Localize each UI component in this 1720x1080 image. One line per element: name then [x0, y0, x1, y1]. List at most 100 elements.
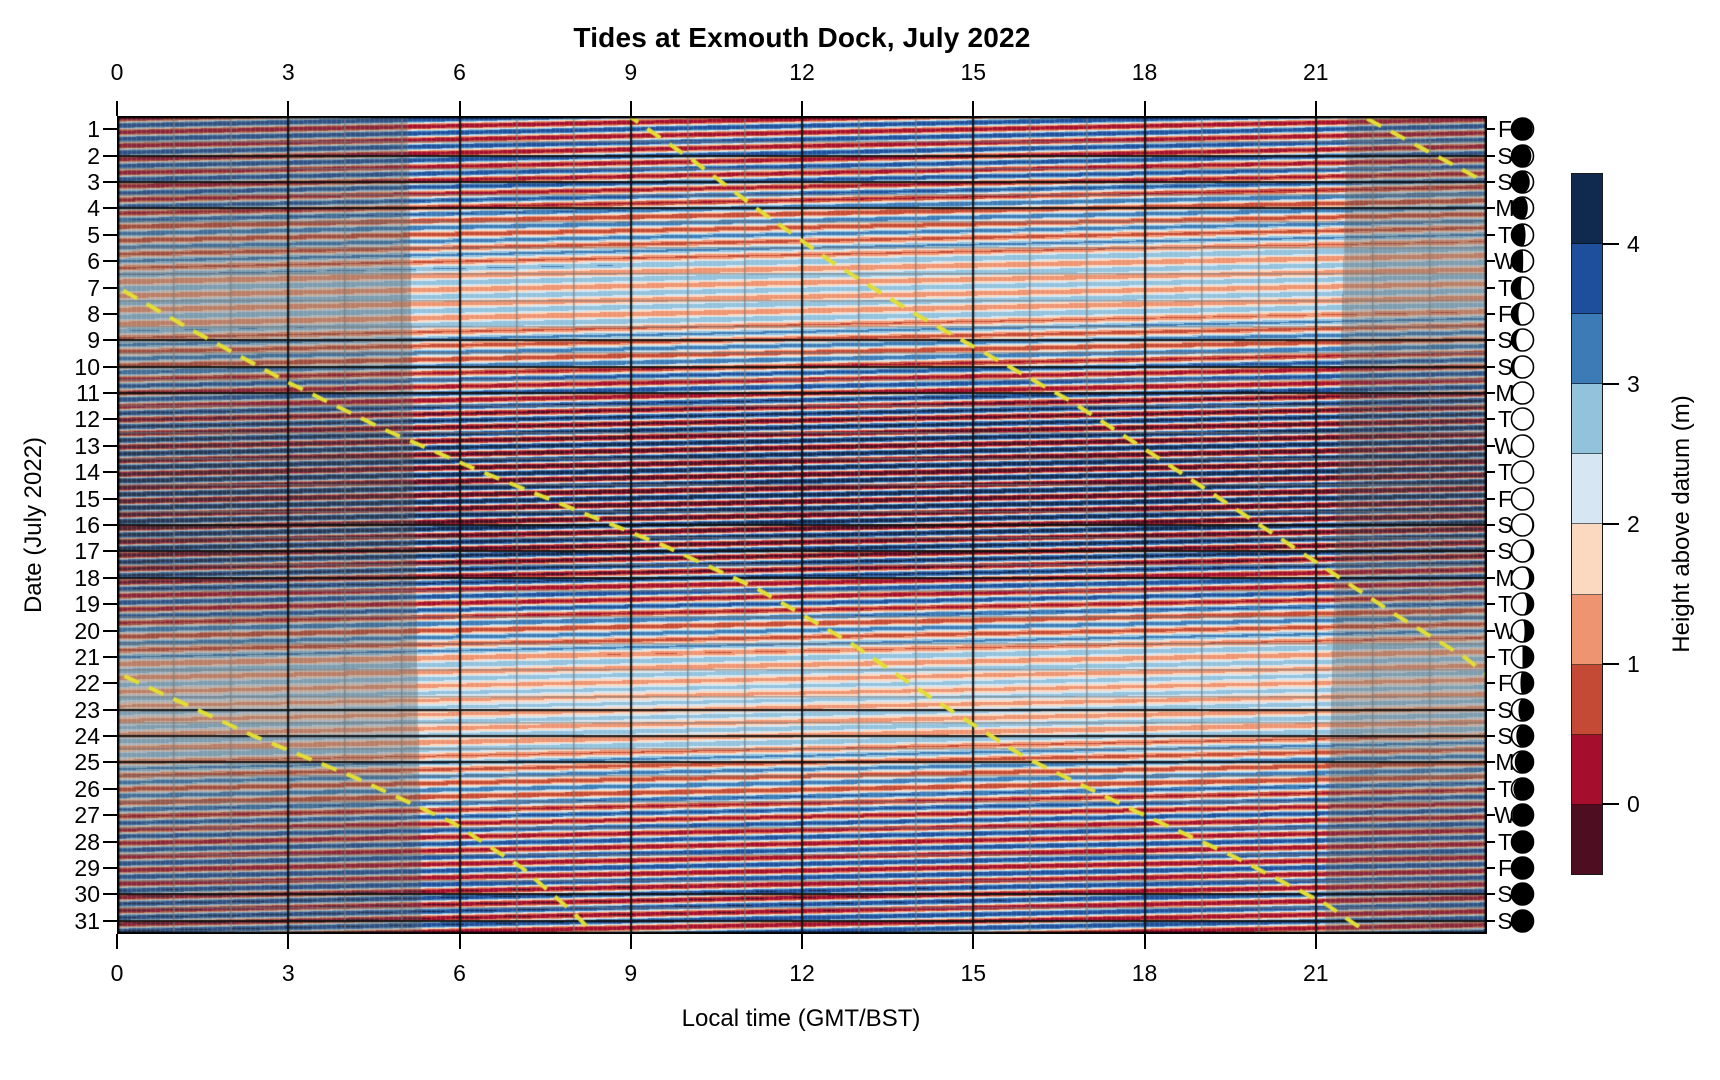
y-tick-mark-right: [1487, 629, 1495, 632]
weekday-letter: S: [1497, 881, 1513, 908]
y-tick-mark-left: [103, 919, 117, 922]
moon-phase-icon: [1510, 618, 1535, 643]
weekday-letter: S: [1497, 327, 1513, 354]
y-tick-mark-left: [103, 233, 117, 236]
moon-phase-icon: [1510, 249, 1535, 274]
x-tick-mark-bottom: [972, 934, 975, 949]
moon-phase-icon: [1510, 433, 1535, 458]
colorbar-tick-label: 1: [1627, 651, 1640, 677]
tide-heatmap-canvas: [117, 116, 1487, 934]
colorbar-band: [1572, 594, 1602, 665]
colorbar-band: [1572, 174, 1602, 245]
y-tick-label: 14: [74, 459, 100, 486]
y-tick-mark-right: [1487, 550, 1495, 553]
colorbar-tick-label: 0: [1627, 791, 1640, 817]
y-tick-mark-left: [103, 128, 117, 131]
x-tick-label-bottom: 3: [281, 960, 295, 986]
y-tick-label: 8: [87, 300, 100, 327]
x-tick-label-top: 15: [960, 59, 987, 85]
weekday-letter: M: [1495, 380, 1515, 407]
y-tick-label: 24: [74, 723, 100, 750]
y-tick-label: 22: [74, 670, 100, 697]
y-tick-label: 4: [87, 195, 100, 222]
moon-phase-icon: [1510, 143, 1535, 168]
moon-phase-icon: [1510, 750, 1535, 775]
y-tick-label: 31: [74, 907, 100, 934]
y-tick-mark-right: [1487, 682, 1495, 685]
colorbar: [1571, 173, 1603, 875]
y-tick-mark-right: [1487, 603, 1495, 606]
weekday-letter: T: [1497, 643, 1513, 670]
weekday-letter: S: [1497, 142, 1513, 169]
y-tick-label: 28: [74, 828, 100, 855]
weekday-letter: T: [1497, 221, 1513, 248]
colorbar-band: [1572, 734, 1602, 805]
y-tick-mark-left: [103, 497, 117, 500]
y-tick-mark-right: [1487, 312, 1495, 315]
moon-phase-icon: [1510, 539, 1535, 564]
weekday-letter: T: [1497, 274, 1513, 301]
x-tick-mark-bottom: [1314, 934, 1317, 949]
colorbar-band: [1572, 384, 1602, 455]
y-tick-mark-right: [1487, 180, 1495, 183]
moon-phase-icon: [1510, 803, 1535, 828]
x-tick-mark-top: [1314, 101, 1317, 116]
y-tick-mark-right: [1487, 339, 1495, 342]
y-tick-mark-left: [103, 180, 117, 183]
y-tick-mark-left: [103, 603, 117, 606]
x-tick-mark-top: [116, 101, 118, 116]
moon-phase-icon: [1510, 460, 1535, 485]
y-tick-mark-left: [103, 814, 117, 817]
moon-phase-icon: [1510, 724, 1535, 749]
y-tick-label: 29: [74, 855, 100, 882]
y-tick-label: 17: [74, 538, 100, 565]
colorbar-tick-mark: [1602, 243, 1619, 245]
moon-phase-icon: [1510, 776, 1535, 801]
y-tick-mark-right: [1487, 497, 1495, 500]
weekday-letter: W: [1494, 617, 1516, 644]
moon-phase-icon: [1510, 275, 1535, 300]
y-tick-mark-left: [103, 365, 117, 368]
colorbar-band: [1572, 524, 1602, 595]
weekday-letter: F: [1497, 116, 1513, 143]
y-tick-mark-right: [1487, 787, 1495, 790]
weekday-letter: T: [1497, 828, 1513, 855]
weekday-letter: W: [1494, 432, 1516, 459]
moon-phase-icon: [1510, 513, 1535, 538]
moon-phase-icon: [1510, 671, 1535, 696]
colorbar-band: [1572, 454, 1602, 525]
x-tick-label-bottom: 15: [960, 960, 987, 986]
moon-phase-icon: [1510, 697, 1535, 722]
x-tick-mark-top: [629, 101, 632, 116]
x-tick-mark-top: [287, 101, 290, 116]
y-tick-mark-right: [1487, 233, 1495, 236]
x-tick-mark-bottom: [458, 934, 461, 949]
weekday-letter: T: [1497, 775, 1513, 802]
y-tick-mark-right: [1487, 761, 1495, 764]
colorbar-tick-mark: [1602, 663, 1619, 665]
moon-phase-icon: [1510, 644, 1535, 669]
x-tick-mark-top: [458, 101, 461, 116]
colorbar-band: [1572, 314, 1602, 385]
x-tick-label-bottom: 0: [110, 960, 124, 986]
y-tick-mark-left: [103, 392, 117, 395]
x-tick-label-bottom: 21: [1302, 960, 1329, 986]
x-tick-label-bottom: 12: [789, 960, 815, 986]
y-tick-mark-left: [103, 286, 117, 289]
moon-phase-icon: [1510, 592, 1535, 617]
y-tick-mark-left: [103, 339, 117, 342]
weekday-letter: F: [1497, 485, 1513, 512]
y-tick-mark-left: [103, 471, 117, 474]
y-tick-label: 20: [74, 617, 100, 644]
moon-phase-icon: [1510, 882, 1535, 907]
x-tick-mark-bottom: [801, 934, 803, 949]
y-tick-mark-right: [1487, 735, 1495, 738]
colorbar-band: [1572, 244, 1602, 315]
y-tick-mark-left: [103, 260, 117, 263]
x-tick-label-bottom: 18: [1131, 960, 1158, 986]
y-tick-mark-right: [1487, 867, 1495, 870]
moon-phase-icon: [1510, 328, 1535, 353]
y-tick-label: 16: [74, 512, 100, 538]
y-tick-mark-left: [103, 576, 117, 579]
